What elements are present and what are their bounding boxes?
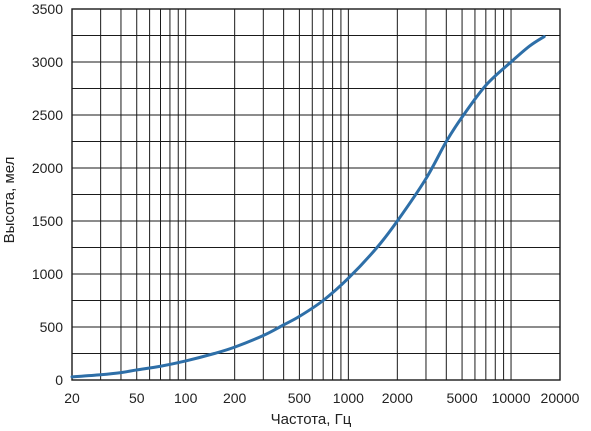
y-tick-labels: 0 500 1000 1500 2000 2500 3000 3500 (32, 1, 63, 388)
series-line (70, 35, 546, 379)
x-tick-labels: 20 50 100 200 500 1000 2000 5000 10000 20000 (64, 390, 579, 406)
x-tick-label: 20000 (541, 390, 580, 406)
x-axis-label: Частота, Гц (271, 411, 352, 428)
x-tick-label: 1000 (333, 390, 364, 406)
x-tick-label: 200 (223, 390, 247, 406)
grid (71, 8, 561, 381)
y-tick-label: 3500 (32, 1, 63, 17)
x-tick-label: 20 (64, 390, 80, 406)
y-tick-label: 2500 (32, 107, 63, 123)
x-tick-label: 100 (174, 390, 198, 406)
y-axis-label: Высота, мел (1, 157, 18, 244)
x-tick-label: 2000 (382, 390, 413, 406)
y-tick-label: 2000 (32, 160, 63, 176)
y-tick-label: 1500 (32, 213, 63, 229)
plot-frame (71, 8, 561, 381)
x-tick-label: 50 (129, 390, 145, 406)
x-tick-label: 5000 (446, 390, 477, 406)
y-tick-label: 0 (55, 372, 63, 388)
y-tick-label: 1000 (32, 266, 63, 282)
x-tick-label: 10000 (492, 390, 531, 406)
y-tick-label: 500 (40, 319, 64, 335)
y-tick-label: 3000 (32, 54, 63, 70)
x-tick-label: 500 (288, 390, 312, 406)
